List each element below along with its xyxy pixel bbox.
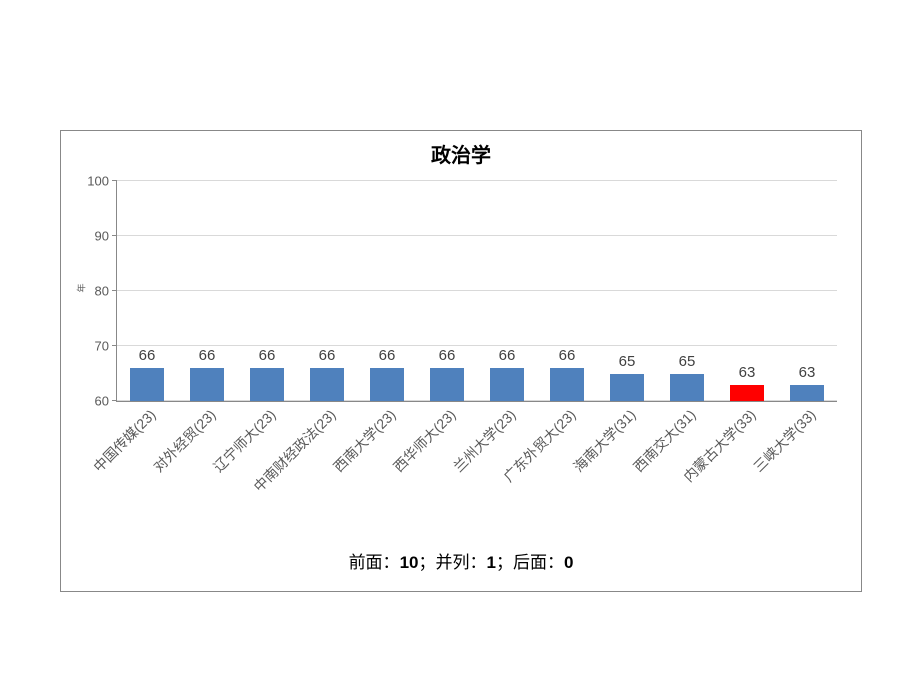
bar: 66 — [430, 368, 464, 401]
footer-before-label: 前面： — [349, 553, 400, 572]
bar: 65 — [670, 374, 704, 402]
bar: 66 — [130, 368, 164, 401]
y-tick-label: 100 — [87, 174, 117, 189]
bar-value-label: 66 — [319, 347, 336, 364]
plot-area: 60708090100666666666666666665656363 — [116, 181, 837, 402]
bars-container: 66 66 66 66 66 66 66 66 65 65 63 63 — [117, 181, 837, 401]
x-tick-label: 三峡大学(33) — [749, 405, 820, 476]
bar-value-label: 65 — [619, 353, 636, 370]
y-axis-label: 年 — [75, 283, 88, 292]
bar-value-label: 66 — [379, 347, 396, 364]
bar-value-label: 66 — [259, 347, 276, 364]
footer-summary: 前面：10；并列：1；后面：0 — [61, 548, 861, 573]
bar-highlighted: 63 — [730, 385, 764, 402]
chart-title: 政治学 — [61, 139, 861, 168]
x-tick-label: 西南大学(23) — [329, 405, 400, 476]
bar: 66 — [310, 368, 344, 401]
slide: 政治学 年 6070809010066666666666666666565636… — [0, 0, 920, 690]
x-tick-label: 海南大学(31) — [569, 405, 640, 476]
bar-value-label: 66 — [499, 347, 516, 364]
y-tick-label: 70 — [95, 339, 117, 354]
footer-after-value: 0 — [564, 553, 573, 572]
bar: 66 — [490, 368, 524, 401]
footer-tie-value: 1 — [486, 553, 495, 572]
bar-value-label: 66 — [139, 347, 156, 364]
x-tick-label: 对外经贸(23) — [149, 405, 220, 476]
bar-value-label: 65 — [679, 353, 696, 370]
footer-tie-label: ；并列： — [418, 553, 486, 572]
bar-value-label: 66 — [559, 347, 576, 364]
bar: 66 — [370, 368, 404, 401]
x-tick-label: 西华师大(23) — [389, 405, 460, 476]
bar: 65 — [610, 374, 644, 402]
chart-frame: 政治学 年 6070809010066666666666666666565636… — [60, 130, 862, 592]
bar: 66 — [190, 368, 224, 401]
x-tick-label: 中国传媒(23) — [89, 405, 160, 476]
bar-value-label: 63 — [799, 364, 816, 381]
bar: 66 — [250, 368, 284, 401]
bar: 66 — [550, 368, 584, 401]
bar: 63 — [790, 385, 824, 402]
y-tick-label: 60 — [95, 394, 117, 409]
bar-value-label: 63 — [739, 364, 756, 381]
bar-value-label: 66 — [199, 347, 216, 364]
y-tick-label: 80 — [95, 284, 117, 299]
y-tick-label: 90 — [95, 229, 117, 244]
footer-after-label: ；后面： — [496, 553, 564, 572]
bar-value-label: 66 — [439, 347, 456, 364]
footer-before-value: 10 — [400, 553, 419, 572]
